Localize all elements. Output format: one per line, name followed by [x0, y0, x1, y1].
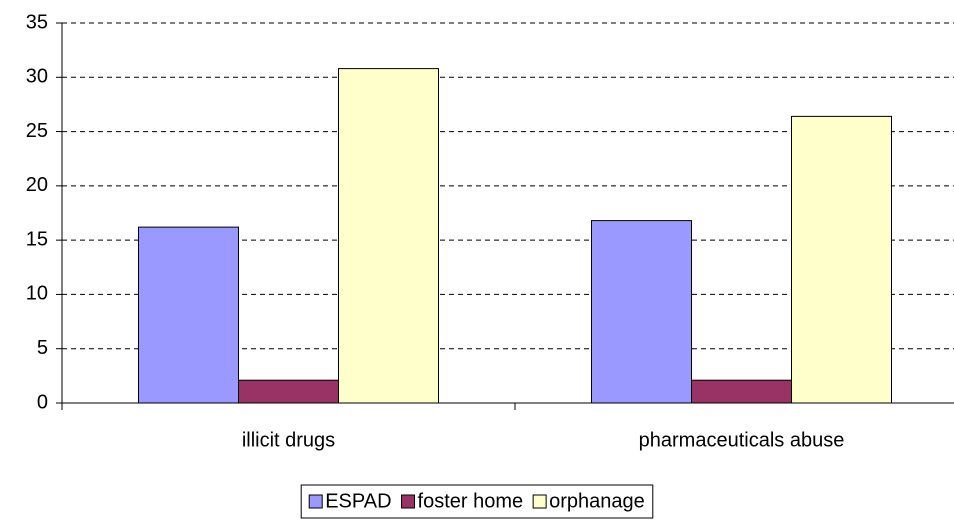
y-tick-label: 35	[26, 11, 48, 33]
y-tick-label: 10	[26, 283, 48, 305]
y-tick-label: 15	[26, 228, 48, 250]
bar	[591, 220, 692, 404]
y-tick-label: 0	[37, 391, 48, 413]
bar	[691, 379, 792, 404]
bar	[138, 226, 239, 404]
y-tick-label: 30	[26, 66, 48, 88]
y-tick-label: 25	[26, 120, 48, 142]
bar	[238, 379, 339, 404]
legend-label: foster home	[418, 490, 524, 512]
y-tick-label: 5	[37, 337, 48, 359]
legend-label: orphanage	[549, 490, 645, 512]
bar	[791, 115, 892, 404]
legend-swatch	[532, 494, 547, 509]
x-tick-label: illicit drugs	[242, 429, 335, 451]
x-tick-label: pharmaceuticals abuse	[639, 429, 845, 451]
bar	[338, 68, 439, 404]
legend-box	[300, 484, 654, 519]
legend-swatch	[401, 494, 416, 509]
y-tick-label: 20	[26, 174, 48, 196]
legend: ESPAD foster home orphanage	[300, 484, 654, 519]
legend-label: ESPAD	[325, 490, 391, 512]
legend-swatch	[308, 494, 323, 509]
